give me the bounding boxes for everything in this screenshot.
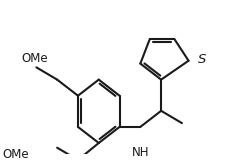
Text: S: S xyxy=(198,53,206,66)
Text: OMe: OMe xyxy=(2,148,29,161)
Text: NH: NH xyxy=(132,146,149,159)
Text: OMe: OMe xyxy=(21,52,48,65)
